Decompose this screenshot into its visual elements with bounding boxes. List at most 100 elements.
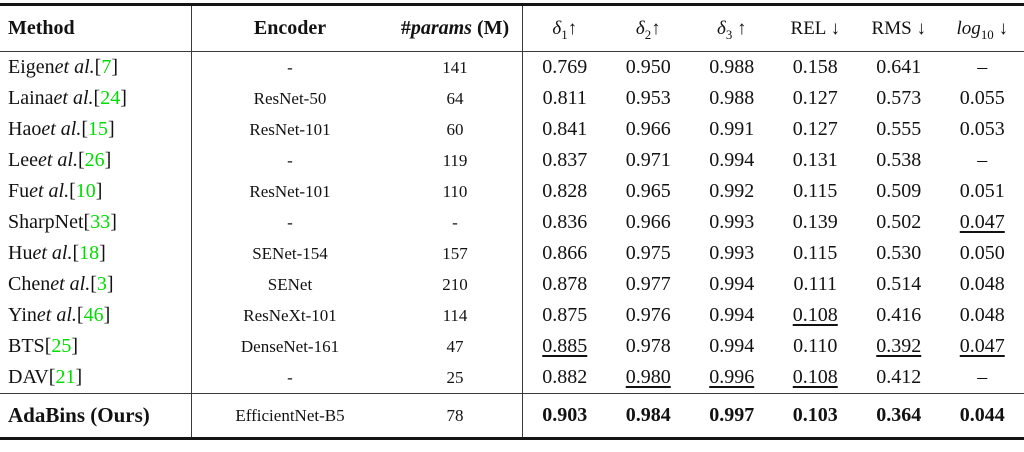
method-name: Laina bbox=[8, 87, 54, 109]
up-arrow-icon: ↑ bbox=[651, 17, 661, 39]
up-arrow-icon: ↑ bbox=[737, 17, 747, 39]
delta3-value: 0.993 bbox=[709, 211, 755, 233]
citation-link[interactable]: 18 bbox=[79, 242, 100, 264]
citation-link[interactable]: 33 bbox=[90, 211, 111, 233]
delta2-value: 0.965 bbox=[625, 180, 671, 202]
method-name: Fu bbox=[8, 180, 30, 202]
up-arrow-icon: ↑ bbox=[567, 17, 578, 39]
bracket: [ bbox=[94, 56, 102, 78]
delta-sub: 2 bbox=[644, 26, 652, 42]
delta-symbol: δ bbox=[635, 17, 645, 39]
delta2-value: 0.984 bbox=[625, 404, 671, 426]
col-header-params: #params (M) bbox=[388, 17, 522, 40]
delta-sub: 3 bbox=[725, 26, 733, 42]
log10-value: – bbox=[977, 56, 988, 78]
method-cell: SharpNet [33] bbox=[0, 207, 192, 238]
delta1-value: 0.836 bbox=[542, 211, 588, 233]
table-row: Fu et al. [10] ResNet-101 110 0.828 0.96… bbox=[0, 176, 1024, 207]
metric-cells: 0.811 0.953 0.988 0.127 0.573 0.055 bbox=[522, 83, 1024, 114]
delta1-value: 0.903 bbox=[542, 404, 588, 426]
col-header-method: Method bbox=[0, 6, 192, 51]
bracket: [ bbox=[48, 366, 56, 388]
rms-value: 0.514 bbox=[876, 273, 922, 295]
citation-link[interactable]: 46 bbox=[83, 304, 104, 326]
delta3-value: 0.996 bbox=[709, 366, 755, 388]
rms-value: 0.538 bbox=[876, 149, 922, 171]
citation-link[interactable]: 26 bbox=[84, 149, 105, 171]
rel-label: REL bbox=[790, 17, 826, 39]
metric-cells: 0.828 0.965 0.992 0.115 0.509 0.051 bbox=[522, 176, 1024, 207]
method-name: DAV bbox=[8, 366, 49, 388]
citation-link[interactable]: 15 bbox=[88, 118, 108, 140]
params-hash: # bbox=[400, 17, 411, 39]
delta1-value: 0.828 bbox=[542, 180, 588, 202]
encoder-cell: SENet bbox=[267, 274, 313, 294]
table-row: DAV [21] - 25 0.882 0.980 0.996 0.108 0.… bbox=[0, 362, 1024, 393]
method-cell: DAV [21] bbox=[0, 362, 192, 393]
rel-value: 0.103 bbox=[792, 404, 838, 426]
citation-link[interactable]: 21 bbox=[55, 366, 76, 388]
table-body: Eigen et al. [7] - 141 0.769 0.950 0.988… bbox=[0, 52, 1024, 393]
table-row: BTS [25] DenseNet-161 47 0.885 0.978 0.9… bbox=[0, 331, 1024, 362]
etal: et al. bbox=[29, 180, 70, 202]
method-name: Chen bbox=[8, 273, 51, 295]
table-row: Yin et al. [46] ResNeXt-101 114 0.875 0.… bbox=[0, 300, 1024, 331]
bracket: [ bbox=[81, 118, 88, 140]
delta1-value: 0.882 bbox=[542, 366, 588, 388]
method-name: Eigen bbox=[8, 56, 55, 78]
bracket: ] bbox=[120, 87, 127, 109]
col-header-encoder: Encoder bbox=[253, 17, 327, 39]
delta2-value: 0.966 bbox=[625, 211, 671, 233]
metric-cells: 0.878 0.977 0.994 0.111 0.514 0.048 bbox=[522, 269, 1024, 300]
top-rule bbox=[0, 3, 1024, 6]
rel-value: 0.110 bbox=[793, 335, 838, 357]
citation-link[interactable]: 10 bbox=[75, 180, 96, 202]
params-cell: 210 bbox=[442, 274, 468, 294]
rms-value: 0.502 bbox=[876, 211, 922, 233]
bracket: ] bbox=[75, 366, 83, 388]
citation-link[interactable]: 7 bbox=[101, 56, 112, 78]
bracket: ] bbox=[110, 211, 117, 233]
params-cell: 60 bbox=[446, 119, 464, 139]
log10-value: – bbox=[977, 149, 988, 171]
citation-link[interactable]: 3 bbox=[96, 273, 107, 295]
params-cell: 110 bbox=[442, 181, 468, 201]
delta3-value: 0.994 bbox=[709, 304, 755, 326]
down-arrow-icon: ↓ bbox=[830, 17, 840, 39]
delta1-value: 0.878 bbox=[542, 273, 588, 295]
down-arrow-icon: ↓ bbox=[998, 17, 1008, 39]
encoder-cell: ResNeXt-101 bbox=[243, 305, 337, 325]
metric-headers: δ1↑ δ2↑ δ3 ↑ REL ↓ RMS ↓ log10 ↓ bbox=[522, 6, 1024, 51]
citation-link[interactable]: 24 bbox=[100, 87, 121, 109]
log10-value: 0.048 bbox=[959, 304, 1005, 326]
col-header-delta3: δ3 ↑ bbox=[690, 17, 774, 42]
delta2-value: 0.977 bbox=[625, 273, 671, 295]
col-header-log10: log10 ↓ bbox=[941, 17, 1024, 41]
delta-symbol: δ bbox=[716, 17, 726, 39]
params-word: params bbox=[410, 17, 472, 39]
params-cell: 47 bbox=[446, 336, 464, 356]
metric-cells: 0.875 0.976 0.994 0.108 0.416 0.048 bbox=[522, 300, 1024, 331]
bracket: ] bbox=[104, 149, 112, 171]
delta3-value: 0.988 bbox=[709, 87, 755, 109]
bracket: [ bbox=[72, 242, 80, 264]
metric-cells: 0.837 0.971 0.994 0.131 0.538 – bbox=[522, 145, 1024, 176]
rms-value: 0.416 bbox=[876, 304, 922, 326]
params-cell: 78 bbox=[446, 405, 464, 425]
table-row: Chen et al. [3] SENet 210 0.878 0.977 0.… bbox=[0, 269, 1024, 300]
citation-link[interactable]: 25 bbox=[51, 335, 72, 357]
encoder-cell: ResNet-101 bbox=[249, 119, 331, 139]
params-cell: 141 bbox=[442, 57, 468, 77]
rms-value: 0.641 bbox=[876, 56, 922, 78]
rel-value: 0.139 bbox=[792, 211, 838, 233]
encoder-cell: ResNet-101 bbox=[249, 181, 331, 201]
encoder-cell: DenseNet-161 bbox=[240, 336, 340, 356]
delta1-value: 0.885 bbox=[542, 335, 588, 357]
metric-cells: 0.866 0.975 0.993 0.115 0.530 0.050 bbox=[522, 238, 1024, 269]
delta3-value: 0.994 bbox=[709, 335, 755, 357]
etal: et al. bbox=[36, 304, 77, 326]
rms-value: 0.573 bbox=[876, 87, 922, 109]
rel-value: 0.127 bbox=[792, 118, 838, 140]
encoder-cell: - bbox=[287, 367, 293, 387]
